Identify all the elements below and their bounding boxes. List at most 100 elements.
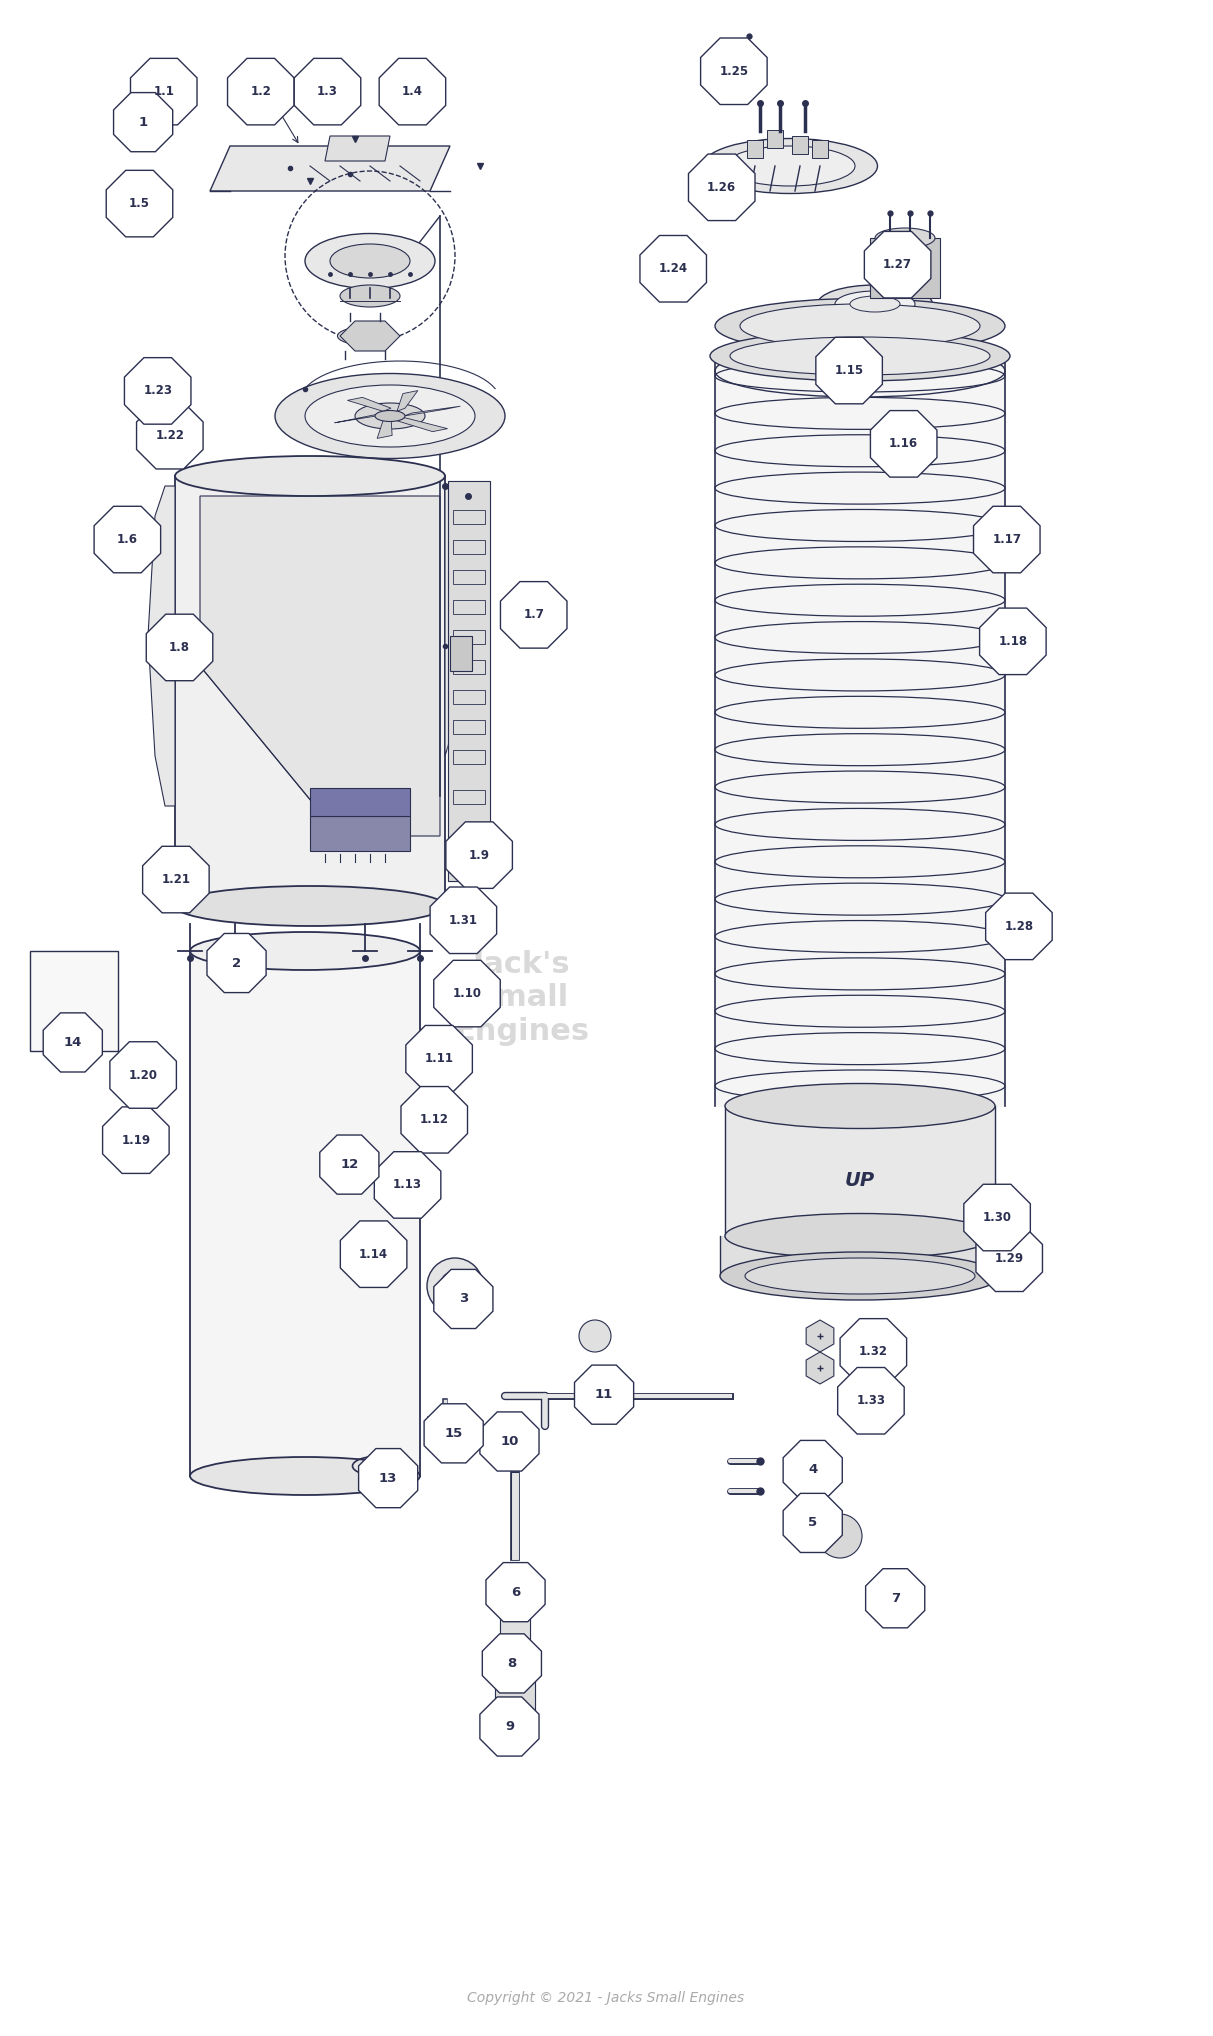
Polygon shape [175,476,445,906]
Polygon shape [725,1106,995,1236]
Ellipse shape [495,1708,535,1724]
Polygon shape [784,1439,842,1501]
Circle shape [818,1515,862,1558]
Text: 14: 14 [63,1036,82,1049]
Polygon shape [341,1222,406,1287]
Polygon shape [320,1134,378,1195]
Polygon shape [445,487,465,755]
Text: 1.30: 1.30 [983,1211,1012,1224]
Bar [452,629,485,643]
Polygon shape [103,1108,169,1173]
Bar [452,570,485,584]
Ellipse shape [175,456,445,497]
Text: 1.22: 1.22 [155,430,184,442]
Bar [721,1236,990,1277]
Text: 1.8: 1.8 [169,641,190,654]
Text: 9: 9 [505,1720,514,1733]
Text: 1.25: 1.25 [719,65,748,77]
Text: 1.19: 1.19 [121,1134,150,1146]
Ellipse shape [835,291,915,318]
Text: 1.27: 1.27 [883,259,912,271]
Text: 1.12: 1.12 [420,1114,449,1126]
Bar [450,635,472,672]
Text: 1.6: 1.6 [116,533,138,546]
Polygon shape [495,1676,535,1716]
Bar [452,749,485,764]
Polygon shape [434,1268,492,1330]
Polygon shape [807,1352,833,1384]
Circle shape [440,1270,469,1301]
Polygon shape [841,1319,906,1384]
Polygon shape [107,171,172,236]
Polygon shape [137,403,203,468]
Text: 1.28: 1.28 [1004,920,1033,932]
Bar [495,1676,535,1716]
Bar [811,140,828,159]
Bar [311,788,410,816]
Text: 1.20: 1.20 [129,1069,158,1081]
Polygon shape [976,1226,1042,1291]
Polygon shape [110,1042,176,1108]
Text: Copyright © 2021 - Jacks Small Engines: Copyright © 2021 - Jacks Small Engines [467,1991,745,2005]
Ellipse shape [275,373,505,458]
Text: 1.18: 1.18 [998,635,1027,647]
Ellipse shape [355,403,425,430]
Text: 1.23: 1.23 [143,385,172,397]
Text: PUMP: PUMP [894,263,916,273]
Polygon shape [340,322,400,350]
Ellipse shape [710,332,1010,381]
Text: 3: 3 [459,1293,468,1305]
Text: 1.9: 1.9 [468,849,490,861]
Polygon shape [406,1026,472,1091]
Polygon shape [501,582,566,647]
Ellipse shape [818,285,933,324]
Polygon shape [816,338,882,403]
Bar [452,790,485,804]
Polygon shape [377,417,392,438]
Text: 1.7: 1.7 [523,609,545,621]
Ellipse shape [875,228,935,248]
Text: 1.31: 1.31 [449,914,478,926]
Text: 1.29: 1.29 [995,1252,1024,1264]
Polygon shape [486,1562,545,1623]
Bar [767,130,784,149]
Bar [452,601,485,615]
Text: 1.24: 1.24 [659,263,688,275]
Ellipse shape [500,1641,530,1651]
Text: Jack's
Small
Engines: Jack's Small Engines [454,949,590,1047]
Polygon shape [44,1012,102,1073]
Text: 1.33: 1.33 [856,1395,885,1407]
Polygon shape [131,59,197,124]
Bar [452,721,485,735]
Bar [30,951,118,1051]
Polygon shape [425,1403,483,1464]
Polygon shape [190,951,420,1476]
Polygon shape [148,487,175,806]
Polygon shape [964,1185,1030,1250]
Circle shape [579,1319,611,1352]
Text: UP: UP [845,1171,875,1191]
Text: 1.26: 1.26 [707,181,736,193]
Polygon shape [701,39,767,104]
Polygon shape [200,497,440,837]
Polygon shape [228,59,294,124]
Bar [747,140,763,159]
Text: 7: 7 [890,1592,900,1604]
Polygon shape [865,232,930,297]
Text: 12: 12 [340,1158,359,1171]
Polygon shape [347,397,391,411]
Text: 1.14: 1.14 [359,1248,388,1260]
Ellipse shape [337,328,393,344]
Text: 11: 11 [594,1389,614,1401]
Polygon shape [434,961,500,1026]
Ellipse shape [495,1667,535,1684]
Text: 1.15: 1.15 [835,364,864,377]
Polygon shape [714,356,1006,1106]
Text: 1.5: 1.5 [129,197,150,210]
Polygon shape [375,1152,440,1218]
Text: 1.3: 1.3 [317,86,338,98]
Text: 13: 13 [378,1472,398,1484]
Bar [311,816,410,851]
Ellipse shape [702,138,877,193]
Text: 4: 4 [808,1464,818,1476]
